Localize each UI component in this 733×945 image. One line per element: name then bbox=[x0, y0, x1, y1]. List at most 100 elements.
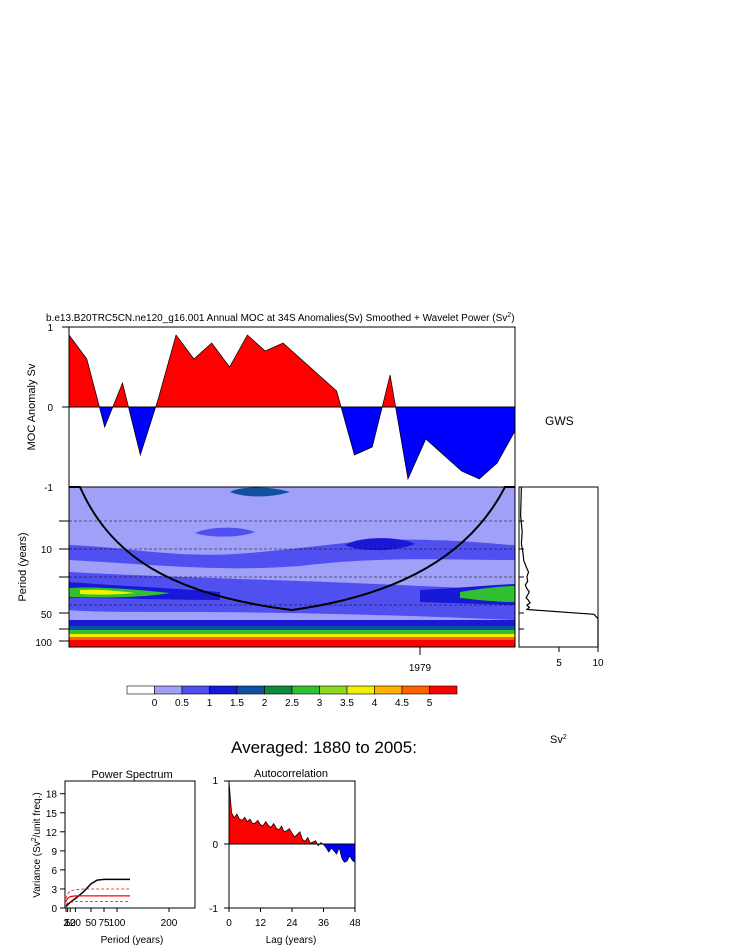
power-spectrum-xtick-label: 100 bbox=[109, 918, 126, 929]
colorbar-units: Sv2 bbox=[550, 734, 567, 746]
moc-anomaly-panel: 1 0 -1 MOC Anomaly Sv bbox=[26, 323, 516, 494]
autocorrelation-xtick-label: 36 bbox=[318, 918, 330, 929]
colorbar-label: 1 bbox=[207, 698, 213, 709]
colorbar-label: 4.5 bbox=[395, 698, 409, 709]
autocorrelation-xtick-label: 12 bbox=[255, 918, 267, 929]
gws-line bbox=[519, 486, 599, 647]
cone-of-influence bbox=[69, 486, 515, 612]
wavelet-panel: 10 50 100 Period (years) 1979 bbox=[17, 486, 516, 674]
colorbar-swatch bbox=[319, 685, 348, 695]
wavelet-frame bbox=[68, 486, 516, 648]
power-spectrum-ytick-label: 0 bbox=[51, 904, 57, 915]
power-spectrum-series bbox=[65, 878, 130, 908]
averaged-title: Averaged: 1880 to 2005: bbox=[231, 738, 417, 757]
wavelet-ytick-label: 100 bbox=[35, 638, 52, 649]
moc-positive-fill bbox=[69, 335, 515, 407]
autocorrelation-ytick-label: -1 bbox=[209, 904, 218, 915]
moc-fill-outline bbox=[68, 334, 516, 481]
autocorrelation-ytick-label: 0 bbox=[212, 840, 218, 851]
colorbar-swatch bbox=[181, 685, 210, 695]
autocorrelation-xtick-label: 0 bbox=[226, 918, 232, 929]
wavelet-small-feature bbox=[230, 487, 290, 497]
colorbar: 0 0.5 1 1.5 2 2.5 3 3.5 4 4.5 5 bbox=[126, 685, 458, 709]
power-spectrum-xtick-label: 50 bbox=[85, 918, 97, 929]
autocorrelation-title: Autocorrelation bbox=[254, 768, 328, 780]
gws-label: GWS bbox=[545, 414, 574, 428]
wavelet-stripe bbox=[69, 637, 515, 640]
colorbar-label: 1.5 bbox=[230, 698, 244, 709]
wavelet-stripe bbox=[69, 620, 515, 626]
power-spectrum-lines bbox=[65, 878, 130, 908]
power-spectrum-xtick-label: 200 bbox=[161, 918, 178, 929]
wavelet-ylabel: Period (years) bbox=[17, 532, 29, 601]
moc-ytick-label: 0 bbox=[47, 403, 53, 414]
power-spectrum-ytick-label: 18 bbox=[46, 790, 58, 801]
moc-anomaly-area bbox=[68, 334, 516, 481]
wavelet-stripe bbox=[69, 640, 515, 647]
wavelet-stripe bbox=[69, 630, 515, 634]
wavelet-xtick-label: 1979 bbox=[409, 663, 432, 674]
wavelet-small-feature bbox=[195, 527, 255, 537]
wavelet-stripe bbox=[69, 626, 515, 630]
power-spectrum-ytick-label: 15 bbox=[46, 809, 58, 820]
moc-ytick-label: 1 bbox=[47, 323, 53, 334]
colorbar-swatch bbox=[429, 685, 458, 695]
autocorrelation-fill-outline bbox=[228, 780, 356, 863]
wavelet-peak bbox=[80, 589, 135, 595]
gws-frame bbox=[518, 486, 599, 648]
autocorrelation-negative-fill bbox=[229, 844, 355, 863]
colorbar-swatch bbox=[209, 685, 238, 695]
colorbar-label: 3.5 bbox=[340, 698, 354, 709]
power-spectrum-xtick-label: 10 bbox=[65, 918, 77, 929]
colorbar-swatch bbox=[374, 685, 403, 695]
power-spectrum-series bbox=[65, 888, 130, 899]
power-spectrum-xlabel: Period (years) bbox=[101, 935, 164, 945]
wavelet-ytick-label: 50 bbox=[41, 610, 53, 621]
autocorrelation-panel: Autocorrelation 0 12 24 36 48 1 0 -1 Lag (ye… bbox=[209, 768, 361, 945]
power-spectrum-series bbox=[65, 901, 130, 906]
colorbar-label: 2 bbox=[262, 698, 268, 709]
autocorrelation-area bbox=[228, 780, 356, 863]
colorbar-label: 4 bbox=[372, 698, 378, 709]
moc-negative-fill bbox=[69, 407, 515, 479]
colorbar-label: 0.5 bbox=[175, 698, 189, 709]
autocorrelation-xtick-label: 24 bbox=[286, 918, 298, 929]
power-spectrum-frame bbox=[64, 780, 196, 909]
gws-xtick-label: 10 bbox=[592, 658, 604, 669]
autocorrelation-positive-fill bbox=[229, 781, 355, 845]
power-spectrum-ytick-label: 6 bbox=[51, 866, 57, 877]
wavelet-ytick-label: 10 bbox=[41, 545, 53, 556]
autocorrelation-ytick-label: 1 bbox=[212, 776, 218, 787]
colorbar-swatch bbox=[291, 685, 320, 695]
power-spectrum-series bbox=[65, 895, 130, 902]
colorbar-swatch bbox=[264, 685, 293, 695]
power-spectrum-yticks: 0 3 6 9 12 15 18 bbox=[46, 790, 65, 915]
wavelet-small-feature bbox=[345, 538, 415, 551]
moc-ylabel: MOC Anomaly Sv bbox=[26, 363, 38, 450]
figure-title: b.e13.B20TRC5CN.ne120_g16.001 Annual MOC… bbox=[46, 312, 515, 324]
power-spectrum-ylabel: Variance (Sv2/unit freq.) bbox=[31, 792, 43, 897]
autocorrelation-xticks: 0 12 24 36 48 bbox=[226, 908, 361, 929]
power-spectrum-xtick-label: 2 bbox=[63, 918, 69, 929]
colorbar-label: 3 bbox=[317, 698, 323, 709]
colorbar-label: 0 bbox=[152, 698, 158, 709]
wavelet-peak bbox=[460, 586, 515, 602]
colorbar-swatch bbox=[346, 685, 375, 695]
power-spectrum-xtick-label: 75 bbox=[98, 918, 110, 929]
power-spectrum-xtick-label: 20 bbox=[70, 918, 82, 929]
autocorrelation-xtick-label: 48 bbox=[349, 918, 361, 929]
wavelet-stripe bbox=[69, 634, 515, 637]
colorbar-label: 5 bbox=[427, 698, 433, 709]
power-spectrum-ytick-label: 12 bbox=[46, 828, 58, 839]
gws-panel: 5 10 bbox=[518, 486, 604, 669]
power-spectrum-ytick-label: 9 bbox=[51, 847, 57, 858]
moc-ytick-label: -1 bbox=[44, 483, 53, 494]
wavelet-lowpower-band bbox=[69, 572, 515, 620]
gws-xtick-label: 5 bbox=[556, 658, 562, 669]
power-spectrum-xtick-label: 5 bbox=[65, 918, 71, 929]
colorbar-swatch bbox=[236, 685, 265, 695]
colorbar-swatch bbox=[126, 685, 155, 695]
